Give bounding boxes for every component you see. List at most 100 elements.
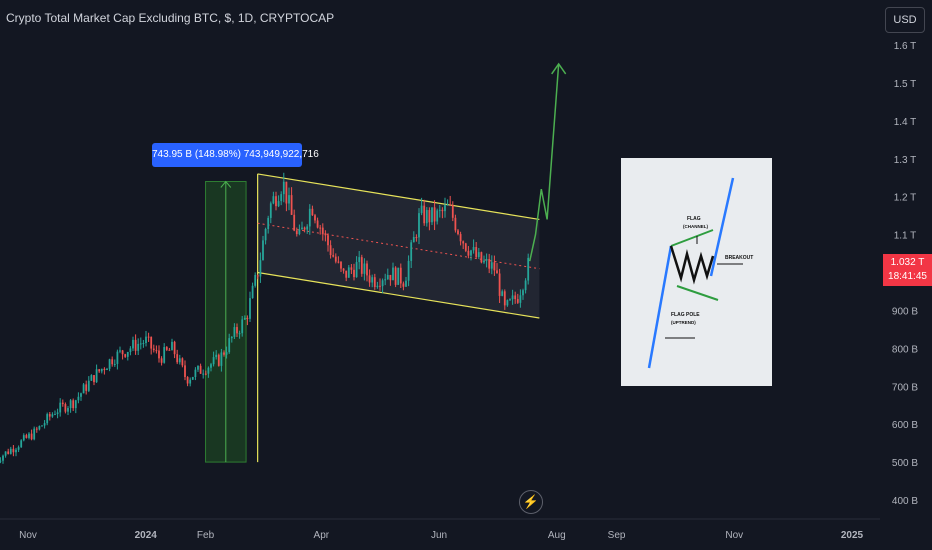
candle bbox=[217, 353, 220, 367]
candle-body bbox=[35, 428, 38, 430]
candle-body bbox=[423, 205, 426, 224]
candle bbox=[173, 340, 176, 359]
candle-body bbox=[360, 257, 363, 274]
candle bbox=[420, 197, 423, 216]
candle bbox=[22, 433, 25, 442]
candle bbox=[150, 336, 153, 355]
time-axis: Nov 2024 Feb Apr Jun Aug Sep Nov 2025 bbox=[0, 518, 880, 541]
candle bbox=[215, 350, 218, 360]
candle-body bbox=[379, 285, 381, 287]
candle bbox=[522, 288, 524, 300]
candle bbox=[165, 346, 168, 352]
candle bbox=[87, 376, 90, 393]
candle-body bbox=[251, 285, 254, 299]
candle-body bbox=[7, 451, 10, 454]
candle bbox=[51, 412, 54, 418]
candle-body bbox=[228, 338, 231, 353]
candle-body bbox=[337, 261, 340, 263]
candle bbox=[368, 269, 371, 287]
candle bbox=[477, 248, 480, 259]
candle-body bbox=[93, 375, 95, 383]
candle bbox=[171, 338, 173, 351]
last-price-value: 1.032 T bbox=[890, 257, 925, 268]
candle bbox=[106, 367, 108, 371]
y-tick-label: 1.3 T bbox=[894, 155, 917, 166]
candle bbox=[303, 226, 306, 233]
currency-button[interactable]: USD bbox=[885, 7, 925, 33]
candle-body bbox=[345, 270, 348, 278]
candle bbox=[301, 221, 303, 230]
candle bbox=[33, 426, 36, 441]
candle bbox=[321, 223, 324, 241]
candle bbox=[0, 457, 2, 464]
candle bbox=[501, 289, 504, 297]
candle-body bbox=[132, 339, 134, 349]
lightning-bolt-icon[interactable]: ⚡ bbox=[519, 490, 543, 514]
candle-body bbox=[399, 267, 402, 284]
candle-body bbox=[152, 348, 155, 351]
flag-channel bbox=[257, 173, 540, 463]
candle-body bbox=[493, 262, 496, 271]
candle-body bbox=[220, 352, 223, 366]
candle-body bbox=[485, 258, 488, 261]
y-tick-label: 1.1 T bbox=[894, 231, 917, 242]
candle-body bbox=[459, 234, 462, 242]
candle bbox=[126, 351, 129, 361]
candle bbox=[241, 315, 244, 337]
candle-body bbox=[282, 181, 285, 195]
candle-body bbox=[142, 343, 145, 345]
candle bbox=[425, 207, 428, 227]
x-tick-label: Nov bbox=[725, 530, 743, 541]
candle bbox=[202, 369, 205, 379]
candle bbox=[358, 250, 361, 270]
channel-lower-line bbox=[257, 271, 540, 319]
candle-body bbox=[212, 357, 215, 365]
candle-body bbox=[56, 412, 59, 415]
candle bbox=[428, 207, 431, 231]
flag-sub-label: (CHANNEL) bbox=[683, 224, 708, 229]
candle-body bbox=[332, 255, 335, 257]
candle bbox=[490, 255, 493, 275]
candle bbox=[230, 336, 233, 343]
breakout-line bbox=[709, 177, 735, 277]
candle-body bbox=[181, 358, 184, 366]
candle bbox=[405, 276, 407, 287]
candle-body bbox=[293, 214, 296, 231]
candle bbox=[329, 240, 332, 259]
candle-body bbox=[436, 210, 439, 222]
candle bbox=[168, 347, 171, 351]
candle bbox=[61, 399, 64, 407]
flag-upper-line bbox=[670, 229, 714, 247]
candle bbox=[98, 368, 101, 373]
x-tick-label: Apr bbox=[314, 530, 330, 541]
candle-body bbox=[319, 227, 322, 229]
candle-body bbox=[48, 414, 51, 417]
candle bbox=[220, 348, 223, 372]
candle bbox=[15, 447, 17, 457]
candle-body bbox=[412, 237, 415, 243]
candle bbox=[90, 374, 93, 381]
candle bbox=[431, 207, 433, 225]
candle-body bbox=[457, 230, 459, 235]
candle-body bbox=[64, 404, 67, 412]
candle bbox=[340, 261, 342, 273]
candle bbox=[100, 368, 103, 374]
candle bbox=[113, 359, 116, 367]
candle-body bbox=[314, 215, 316, 221]
candle bbox=[399, 263, 402, 289]
candle bbox=[282, 172, 285, 203]
y-tick-label: 1.5 T bbox=[894, 79, 917, 90]
candle-body bbox=[20, 440, 23, 448]
candle bbox=[254, 272, 257, 288]
candle bbox=[95, 364, 98, 383]
candle-body bbox=[67, 408, 69, 412]
candle-body bbox=[444, 205, 446, 212]
x-tick-label: Feb bbox=[197, 530, 215, 541]
candle bbox=[178, 354, 181, 365]
candle bbox=[345, 270, 348, 282]
candle-body bbox=[327, 235, 329, 246]
candle-body bbox=[438, 209, 441, 211]
candle-body bbox=[267, 217, 270, 230]
candle bbox=[410, 239, 413, 268]
